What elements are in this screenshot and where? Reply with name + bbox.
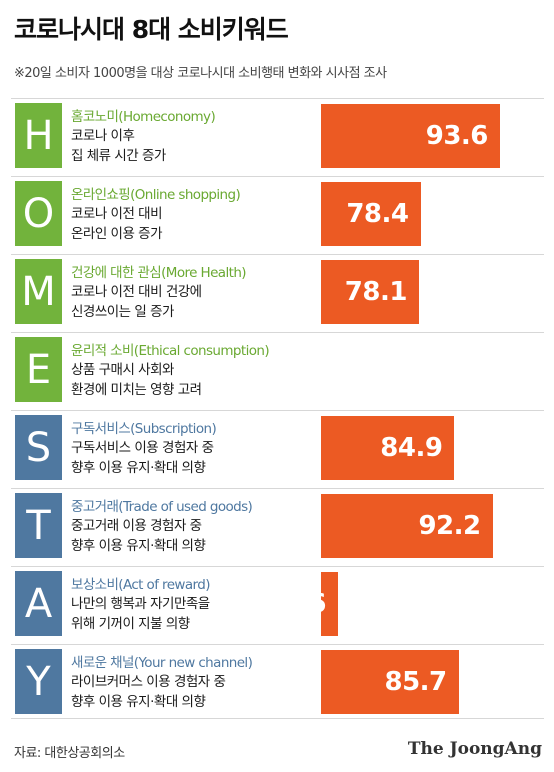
keyword-description-line: 코로나 이전 대비 xyxy=(71,206,163,222)
keyword-label: 중고거래(Trade of used goods) xyxy=(71,499,253,515)
chart-title: 코로나시대 8대 소비키워드 xyxy=(14,15,289,44)
keyword-description-line: 향후 이용 유지·확대 의향 xyxy=(71,460,206,476)
keyword-description-line: 환경에 미치는 영향 고려 xyxy=(71,382,202,398)
keyword-letter: H xyxy=(15,103,62,168)
keyword-label: 새로운 채널(Your new channel) xyxy=(71,655,253,671)
keyword-label: 홈코노미(Homeconomy) xyxy=(71,109,216,125)
bar-value-label: 93.6 xyxy=(425,121,489,151)
bar-value-label: 40.4 xyxy=(258,355,322,385)
bar: 78.4 xyxy=(321,182,421,246)
source-note: 자료: 대한상공회의소 xyxy=(14,746,125,761)
chart-row: O 78.4 온라인쇼핑(Online shopping) 코로나 이전 대비 온라인 … xyxy=(11,176,544,250)
bar: 85.7 xyxy=(321,650,459,714)
keyword-description-line: 코로나 이전 대비 건강에 xyxy=(71,284,202,300)
bar-value-label: 78.4 xyxy=(346,199,409,229)
keyword-label: 온라인쇼핑(Online shopping) xyxy=(71,187,241,203)
keyword-description-line: 신경쓰이는 일 증가 xyxy=(71,304,174,320)
keyword-description-line: 향후 이용 유지·확대 의향 xyxy=(71,694,206,710)
keyword-description-line: 집 체류 시간 증가 xyxy=(71,148,166,164)
chart-subtitle: ※20일 소비자 1000명을 대상 코로나시대 소비행태 변화와 시사점 조사 xyxy=(14,66,387,81)
bar-chart: H 93.6 홈코노미(Homeconomy) 코로나 이후 집 체류 시간 증가 O 78… xyxy=(11,98,544,723)
brand-logo: The JoongAng xyxy=(407,739,542,759)
bar-value-label: 78.1 xyxy=(344,277,408,307)
bar: 93.6 xyxy=(321,104,500,168)
keyword-label: 보상소비(Act of reward) xyxy=(71,577,210,593)
bar-value-label: 92.2 xyxy=(418,511,481,541)
keyword-description-line: 구독서비스 이용 경험자 중 xyxy=(71,440,214,456)
bar: 84.9 xyxy=(321,416,455,480)
keyword-letter: Y xyxy=(15,649,62,714)
keyword-letter: M xyxy=(15,259,62,324)
bar-value-label: 84.9 xyxy=(380,433,443,463)
keyword-description-line: 라이브커머스 이용 경험자 중 xyxy=(71,674,226,690)
keyword-letter: E xyxy=(15,337,62,402)
chart-row: S 84.9 구독서비스(Subscription) 구독서비스 이용 경험자 중 향후… xyxy=(11,410,544,484)
keyword-letter: A xyxy=(15,571,62,636)
keyword-description-line: 온라인 이용 증가 xyxy=(71,226,163,242)
keyword-description-line: 위해 기꺼이 지불 의향 xyxy=(71,616,190,632)
keyword-description-line: 코로나 이후 xyxy=(71,128,135,144)
chart-row: T 92.2 중고거래(Trade of used goods) 중고거래 이용 경험… xyxy=(11,488,544,562)
chart-row: E 40.4 윤리적 소비(Ethical consumption) 상품 구매시 사… xyxy=(11,332,544,406)
keyword-letter: S xyxy=(15,415,62,480)
chart-row: M 78.1 건강에 대한 관심(More Health) 코로나 이전 대비 건강에… xyxy=(11,254,544,328)
keyword-label: 건강에 대한 관심(More Health) xyxy=(71,265,247,281)
chart-row: H 93.6 홈코노미(Homeconomy) 코로나 이후 집 체류 시간 증가 xyxy=(11,98,544,172)
chart-row: Y 85.7 새로운 채널(Your new channel) 라이브커머스 이용 경… xyxy=(11,644,544,719)
keyword-description-line: 상품 구매시 사회와 xyxy=(71,362,174,378)
keyword-description-line: 나만의 행복과 자기만족을 xyxy=(71,596,210,612)
keyword-label: 구독서비스(Subscription) xyxy=(71,421,217,437)
bar: 62.6 xyxy=(264,572,338,636)
keyword-description-line: 향후 이용 유지·확대 의향 xyxy=(71,538,206,554)
keyword-letter: T xyxy=(15,493,62,558)
bar: 78.1 xyxy=(321,260,419,324)
bar-value-label: 62.6 xyxy=(263,589,327,619)
keyword-label: 윤리적 소비(Ethical consumption) xyxy=(71,343,270,359)
bar: 92.2 xyxy=(321,494,493,558)
bar-value-label: 85.7 xyxy=(384,667,447,697)
chart-row: A 62.6 보상소비(Act of reward) 나만의 행복과 자기만족을 위해 … xyxy=(11,566,544,640)
keyword-letter: O xyxy=(15,181,62,246)
keyword-description-line: 중고거래 이용 경험자 중 xyxy=(71,518,202,534)
